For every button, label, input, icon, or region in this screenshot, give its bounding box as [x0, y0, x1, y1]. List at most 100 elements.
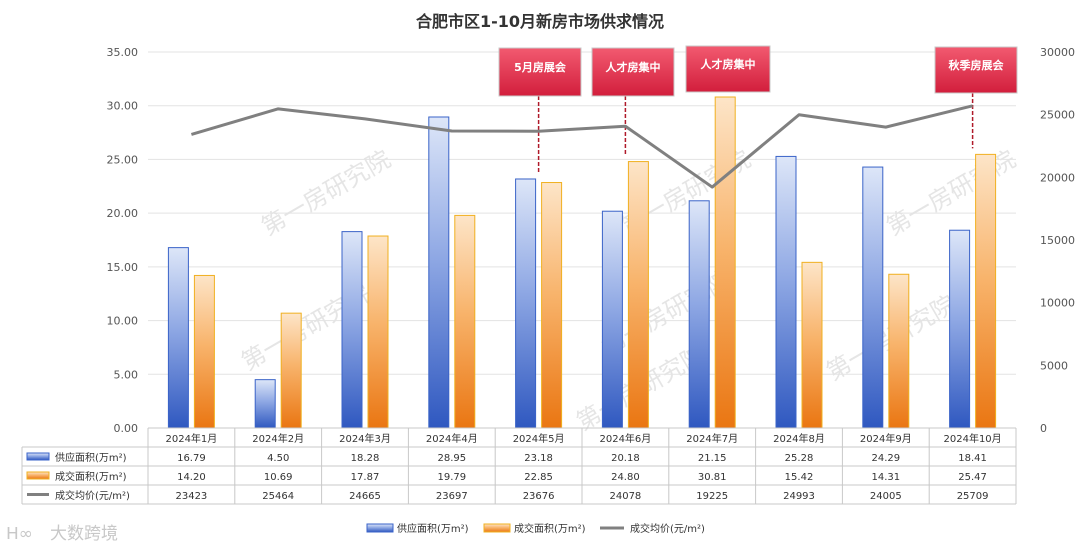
price-polyline — [190, 104, 973, 189]
data-value-label: 16.79 — [177, 453, 206, 464]
annotation-label: 秋季房展会 — [949, 58, 1005, 72]
legend-label: 成交面积(万m²) — [514, 522, 586, 535]
bar-deal — [975, 153, 997, 429]
data-value-label: 24.80 — [611, 472, 640, 483]
data-value-label: 23697 — [436, 491, 468, 502]
category-label: 2024年10月 — [944, 432, 1002, 445]
bar-deal — [801, 261, 823, 429]
category-label: 2024年2月 — [252, 432, 304, 445]
data-value-label: 19.79 — [437, 472, 466, 483]
y-right-tick-label: 25000 — [1040, 109, 1075, 122]
series-name: 成交面积(万m²) — [55, 470, 127, 483]
data-value-label: 14.20 — [177, 472, 206, 483]
data-value-label: 20.18 — [611, 453, 640, 464]
data-value-label: 4.50 — [267, 453, 289, 464]
annotation-lines — [537, 93, 974, 173]
legend-key — [366, 523, 394, 533]
annotations: 5月房展会 人才房集中 人才房集中 秋季房展会 — [498, 45, 1018, 97]
price-line — [190, 104, 973, 189]
data-value-label: 24078 — [609, 491, 641, 502]
category-label: 2024年5月 — [513, 432, 565, 445]
category-label: 2024年7月 — [686, 432, 738, 445]
bar-deal — [280, 312, 302, 429]
y-right-tick-label: 30000 — [1040, 46, 1075, 59]
legend: 供应面积(万m²) 成交面积(万m²) 成交均价(元/m²) — [366, 522, 705, 535]
bar-supply — [428, 116, 450, 429]
annotation-label: 5月房展会 — [514, 60, 567, 74]
data-value-label: 30.81 — [698, 472, 727, 483]
category-label: 2024年8月 — [773, 432, 825, 445]
y-right-tick-label: 20000 — [1040, 171, 1075, 184]
data-value-label: 18.41 — [958, 453, 987, 464]
data-value-label: 18.28 — [351, 453, 380, 464]
series-name: 成交均价(元/m²) — [55, 489, 130, 502]
y-right-tick-label: 0 — [1040, 422, 1047, 435]
y-left-tick-label: 10.00 — [107, 315, 139, 328]
annotation-box — [685, 45, 771, 93]
y-left-tick-label: 30.00 — [107, 100, 139, 113]
data-value-label: 25709 — [957, 491, 989, 502]
data-value-label: 24.29 — [871, 453, 900, 464]
data-value-label: 10.69 — [264, 472, 293, 483]
bar-supply — [515, 178, 537, 429]
annotation-box — [498, 47, 582, 97]
bars — [167, 96, 997, 429]
bar-supply — [601, 210, 623, 429]
bar-deal — [888, 273, 910, 429]
legend-label: 成交均价(元/m²) — [630, 522, 705, 535]
data-table: 2024年1月 2024年2月 2024年3月 2024年4月 2024年5月 2024年… — [21, 427, 1017, 505]
data-value-label: 22.85 — [524, 472, 553, 483]
legend-key — [483, 523, 511, 533]
bar-deal — [454, 214, 476, 429]
annotation-label: 人才房集中 — [606, 60, 661, 74]
y-left-tick-label: 35.00 — [107, 46, 139, 59]
category-label: 2024年4月 — [426, 432, 478, 445]
data-value-label: 17.87 — [351, 472, 380, 483]
y-left-tick-label: 15.00 — [107, 261, 139, 274]
data-value-label: 15.42 — [785, 472, 814, 483]
y-left-tick-label: 0.00 — [114, 422, 139, 435]
table-key — [26, 471, 50, 480]
data-value-label: 24005 — [870, 491, 902, 502]
data-value-label: 24993 — [783, 491, 815, 502]
bar-supply — [775, 155, 797, 429]
bar-supply — [862, 166, 884, 429]
bar-deal — [541, 182, 563, 429]
y-left-tick-label: 25.00 — [107, 153, 139, 166]
data-value-label: 24665 — [349, 491, 381, 502]
annotation-box — [591, 47, 675, 97]
data-value-label: 21.15 — [698, 453, 727, 464]
y-left-tick-label: 5.00 — [114, 368, 139, 381]
bar-deal — [627, 161, 649, 429]
data-value-label: 19225 — [696, 491, 728, 502]
table-key — [26, 452, 50, 461]
bar-deal — [367, 235, 389, 429]
bar-supply — [688, 200, 710, 429]
bar-deal — [193, 274, 215, 429]
data-value-label: 25.47 — [958, 472, 987, 483]
y-right-tick-label: 10000 — [1040, 297, 1075, 310]
category-label: 2024年9月 — [860, 432, 912, 445]
bar-supply — [167, 247, 189, 429]
bar-deal — [714, 96, 736, 429]
data-value-label: 25464 — [262, 491, 294, 502]
annotation-box — [934, 46, 1018, 94]
annotation-label: 人才房集中 — [701, 57, 756, 71]
data-value-label: 14.31 — [871, 472, 900, 483]
category-label: 2024年1月 — [165, 432, 217, 445]
legend-label: 供应面积(万m²) — [397, 522, 469, 535]
y-left-tick-label: 20.00 — [107, 207, 139, 220]
category-label: 2024年3月 — [339, 432, 391, 445]
data-value-label: 25.28 — [785, 453, 814, 464]
y-right-tick-label: 5000 — [1040, 359, 1068, 372]
y-axis-left: 0.00 5.00 10.00 15.00 20.00 25.00 30.00 35.00 — [107, 46, 139, 435]
brand-logo: ᕼ∞ 大数跨境 — [6, 524, 118, 544]
bar-supply — [254, 379, 276, 429]
y-right-tick-label: 15000 — [1040, 234, 1075, 247]
y-axis-right: 0 5000 10000 15000 20000 25000 30000 — [1040, 46, 1075, 435]
data-value-label: 23423 — [175, 491, 207, 502]
series-name: 供应面积(万m²) — [55, 451, 127, 464]
data-value-label: 28.95 — [437, 453, 466, 464]
bar-supply — [949, 229, 971, 429]
